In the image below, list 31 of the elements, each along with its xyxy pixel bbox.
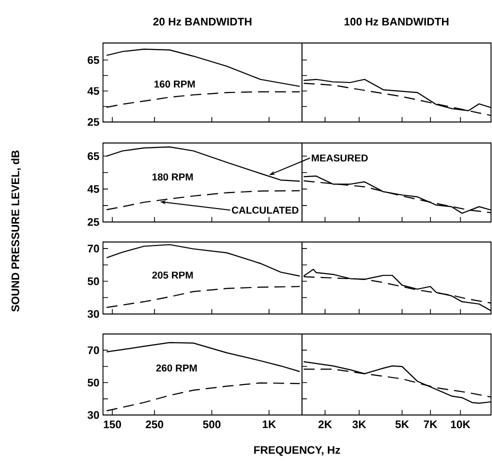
y-tick-label: 45 [87, 87, 100, 95]
annotation: 205 RPM [152, 272, 193, 279]
chart-title: 20 Hz BANDWIDTH [153, 18, 252, 26]
x-tick-label: 3K [352, 420, 366, 428]
annotation: CALCULATED [232, 206, 298, 214]
annotation: 160 RPM [154, 80, 195, 88]
y-tick-label: 65 [88, 152, 100, 160]
x-tick-label: 5K [395, 420, 410, 428]
x-axis-title: FREQUENCY, Hz [254, 446, 340, 456]
annotation: 260 RPM [156, 364, 197, 372]
y-tick-label: 50 [88, 277, 100, 286]
y-axis-title: SOUND PRESSURE LEVEL, dB [11, 150, 21, 312]
x-tick-label: 1K [262, 420, 276, 428]
y-tick-label: 45 [87, 185, 100, 193]
x-tick-label: 500 [203, 420, 220, 428]
x-tick-label: 2K [318, 420, 332, 428]
x-tick-label: 250 [146, 420, 164, 428]
x-tick-label: 7K [424, 420, 438, 428]
y-tick-label: 25 [88, 118, 100, 126]
chart-title: 100 Hz BANDWIDTH [344, 18, 448, 26]
y-tick-label: 70 [88, 346, 100, 354]
y-tick-label: 30 [88, 411, 100, 419]
annotation: 180 RPM [152, 173, 193, 180]
annotation: MEASURED [312, 154, 368, 162]
y-tick-label: 65 [88, 56, 100, 64]
y-tick-label: 30 [88, 310, 100, 318]
y-tick-label: 70 [88, 244, 100, 252]
x-tick-label: 10K [451, 420, 470, 428]
y-tick-label: 25 [88, 218, 100, 226]
y-tick-label: 50 [88, 378, 100, 386]
x-tick-label: 150 [104, 420, 122, 428]
